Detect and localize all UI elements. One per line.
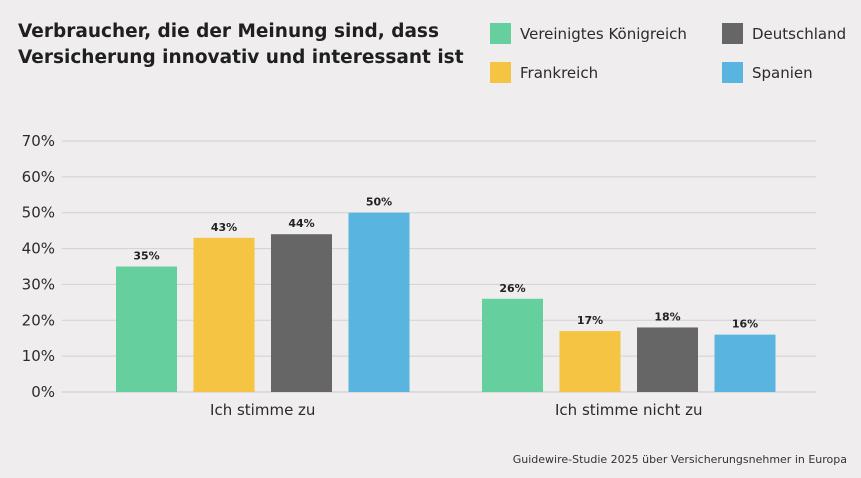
x-category-label: Ich stimme nicht zu — [555, 401, 703, 419]
y-tick-label: 30% — [22, 275, 55, 293]
legend-swatch — [722, 62, 743, 83]
data-label: 35% — [133, 250, 159, 263]
bar — [637, 327, 698, 392]
y-tick-label: 0% — [31, 383, 55, 401]
legend-item-vereinigtes-koenigreich: Vereinigtes Königreich — [490, 23, 687, 44]
bar — [116, 266, 177, 392]
y-tick-label: 20% — [22, 311, 55, 329]
chart-title-line-2: Versicherung innovativ und interessant i… — [18, 47, 464, 68]
legend-swatch — [722, 23, 743, 44]
legend-label: Deutschland — [752, 24, 847, 43]
chart-title-line-1: Verbraucher, die der Meinung sind, dass — [18, 21, 439, 42]
data-label: 26% — [499, 282, 525, 295]
legend-item-spanien: Spanien — [722, 62, 813, 83]
y-tick-label: 40% — [22, 240, 55, 258]
legend-label: Spanien — [752, 63, 813, 82]
legend-swatch — [490, 62, 511, 83]
bar — [271, 234, 332, 392]
legend-label: Frankreich — [520, 63, 599, 82]
chart-title: Verbraucher, die der Meinung sind, dass … — [18, 19, 464, 71]
data-label: 18% — [654, 310, 680, 323]
bar — [714, 334, 776, 392]
data-label: 43% — [211, 221, 237, 234]
legend-item-deutschland: Deutschland — [722, 23, 846, 44]
data-label: 44% — [288, 217, 314, 230]
bar — [482, 298, 543, 392]
source-note: Guidewire-Studie 2025 über Versicherungs… — [512, 453, 847, 466]
y-tick-label: 50% — [22, 204, 55, 222]
y-tick-label: 60% — [22, 168, 55, 186]
data-label: 50% — [366, 196, 392, 209]
data-label: 16% — [732, 318, 758, 331]
data-label: 17% — [577, 314, 603, 327]
legend-label: Vereinigtes Königreich — [520, 24, 687, 43]
legend-item-frankreich: Frankreich — [490, 62, 598, 83]
y-tick-label: 70% — [22, 132, 55, 150]
legend-swatch — [490, 23, 511, 44]
bar — [348, 212, 410, 392]
x-category-label: Ich stimme zu — [210, 401, 315, 419]
bar — [559, 331, 621, 392]
y-tick-label: 10% — [22, 347, 55, 365]
bar — [193, 237, 255, 392]
